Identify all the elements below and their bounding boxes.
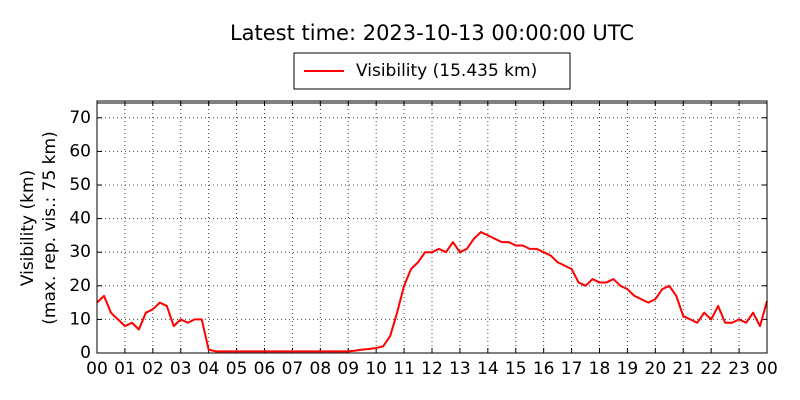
y-tick-label: 50: [69, 175, 91, 195]
y-tick-label: 40: [69, 209, 91, 229]
x-tick-label: 07: [282, 359, 304, 379]
x-tick-label: 04: [198, 359, 220, 379]
x-tick-label: 14: [477, 359, 499, 379]
x-tick-label: 19: [617, 359, 639, 379]
x-tick-label: 18: [589, 359, 611, 379]
y-axis-label: Visibility (km) (max. rep. vis.: 75 km): [18, 131, 60, 324]
y-tick-label: 30: [69, 242, 91, 262]
y-tick-label: 0: [80, 343, 91, 363]
y-tick-label: 60: [69, 141, 91, 161]
chart-title: Latest time: 2023-10-13 00:00:00 UTC: [230, 21, 634, 45]
legend: Visibility (15.435 km): [293, 52, 571, 90]
x-tick-label: 23: [728, 359, 750, 379]
x-tick-label: 15: [505, 359, 527, 379]
x-tick-label: 03: [170, 359, 192, 379]
x-tick-label: 12: [421, 359, 443, 379]
plot-frame: [96, 100, 768, 354]
x-tick-label: 05: [226, 359, 248, 379]
x-tick-label: 22: [700, 359, 722, 379]
y-label-line: (max. rep. vis.: 75 km): [40, 131, 60, 324]
x-tick-label: 11: [393, 359, 415, 379]
x-tick-label: 21: [672, 359, 694, 379]
x-tick-label: 00: [756, 359, 778, 379]
x-tick-label: 10: [365, 359, 387, 379]
x-tick-label: 20: [645, 359, 667, 379]
x-tick-label: 13: [449, 359, 471, 379]
x-tick-label: 06: [254, 359, 276, 379]
y-tick-label: 70: [69, 108, 91, 128]
y-tick-label: 10: [69, 309, 91, 329]
x-tick-label: 08: [310, 359, 332, 379]
x-tick-label: 01: [114, 359, 136, 379]
x-tick-label: 17: [561, 359, 583, 379]
y-tick-label: 20: [69, 276, 91, 296]
x-tick-label: 09: [337, 359, 359, 379]
x-tick-label: 02: [142, 359, 164, 379]
x-tick-label: 16: [533, 359, 555, 379]
data-line: [96, 231, 768, 353]
y-label-line: Visibility (km): [18, 170, 38, 286]
legend-label: Visibility (15.435 km): [356, 61, 537, 81]
x-tick-label: 00: [86, 359, 108, 379]
